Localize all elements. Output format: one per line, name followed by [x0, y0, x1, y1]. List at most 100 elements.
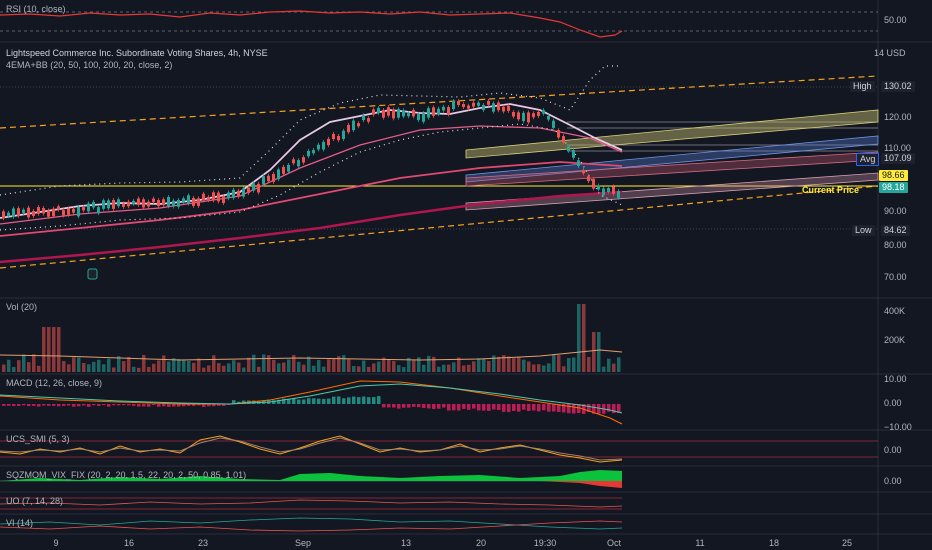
chart-title[interactable]: Lightspeed Commerce Inc. Subordinate Vot… — [6, 48, 268, 58]
candle — [357, 121, 360, 129]
volume-bar — [202, 367, 206, 372]
macd-bar — [252, 400, 256, 404]
candle — [157, 198, 160, 209]
volume-bar — [487, 360, 491, 372]
volume-bar — [432, 356, 436, 372]
macd-bar — [492, 404, 496, 410]
volume-bar — [152, 363, 156, 372]
macd-bar — [462, 404, 466, 409]
volume-bar — [132, 366, 136, 372]
ucs-smi-label[interactable]: UCS_SMI (5, 3) — [6, 434, 70, 444]
volume-bar — [172, 358, 176, 372]
candle — [97, 205, 100, 216]
volume-bar — [277, 363, 281, 372]
macd-bar — [107, 404, 111, 407]
volume-bar — [247, 357, 251, 372]
volume-label[interactable]: Vol (20) — [6, 302, 38, 312]
volume-bar — [417, 357, 421, 372]
volume-bar — [582, 304, 586, 372]
vi-label[interactable]: VI (14) — [6, 518, 34, 528]
currency-label[interactable]: 14 USD — [874, 48, 906, 58]
rsi-label[interactable]: RSI (10, close) — [6, 4, 66, 14]
volume-bar — [242, 367, 246, 372]
volume-bar — [342, 355, 346, 372]
macd-bar — [517, 404, 521, 412]
macd-bar — [312, 398, 316, 404]
candle — [287, 162, 290, 174]
candle — [607, 185, 610, 194]
macd-bar — [367, 397, 371, 404]
macd-bar — [272, 400, 276, 404]
ema-bb-label[interactable]: 4EMA+BB (20, 50, 100, 200, 20, close, 2) — [6, 60, 173, 70]
macd-label[interactable]: MACD (12, 26, close, 9) — [6, 378, 103, 388]
vi-pane — [0, 517, 623, 532]
volume-bar — [512, 358, 516, 372]
price-tick: 110.00 — [884, 143, 911, 153]
price-tick: 120.00 — [884, 112, 912, 122]
macd-bar — [337, 396, 341, 404]
candle — [272, 171, 275, 184]
volume-bar — [497, 356, 501, 372]
uo-label[interactable]: UO (7, 14, 28) — [6, 496, 64, 506]
sqzmom-label[interactable]: SQZMOM_VIX_FIX (20, 2, 20, 1.5, 22, 20, … — [6, 470, 247, 480]
macd-bar — [352, 396, 356, 404]
macd-bar — [392, 404, 396, 408]
volume-bar — [567, 358, 571, 372]
macd-bar — [402, 404, 406, 408]
ema-100 — [0, 161, 623, 237]
candle — [242, 186, 245, 199]
candle — [92, 199, 95, 210]
macd-bar — [547, 404, 551, 412]
macd-bar — [147, 404, 151, 407]
rsi-pane — [0, 10, 878, 38]
volume-bar — [22, 354, 26, 372]
volume-bar — [317, 360, 321, 372]
candle — [362, 113, 365, 123]
volume-bar — [422, 364, 426, 372]
candle — [387, 105, 390, 118]
macd-bar — [502, 404, 506, 412]
candle — [47, 208, 50, 219]
candle — [247, 185, 250, 196]
candle — [17, 206, 20, 218]
macd-bar — [277, 399, 281, 404]
volume-bar — [222, 365, 226, 372]
macd-bar — [607, 404, 611, 412]
candle — [87, 201, 90, 214]
candle — [417, 112, 420, 123]
volume-bar — [17, 360, 21, 372]
candle — [332, 131, 335, 142]
volume-bar — [47, 327, 51, 372]
avg-tag-label: Avg — [856, 153, 880, 166]
macd-bar — [122, 404, 126, 406]
volume-bar — [42, 327, 46, 372]
volume-bar — [467, 364, 471, 372]
macd-bar — [77, 404, 81, 407]
rsi-axis-value: 50.00 — [884, 15, 907, 25]
avg-tag-value: 107.09 — [881, 153, 915, 164]
volume-bar — [127, 356, 131, 372]
macd-bar — [182, 404, 186, 407]
macd-bar — [597, 404, 601, 414]
candle — [377, 105, 380, 116]
macd-bar — [87, 404, 91, 407]
candle — [572, 148, 575, 160]
candle — [212, 190, 215, 203]
candle — [112, 198, 115, 211]
macd-bar — [297, 399, 301, 404]
volume-bar — [307, 356, 311, 372]
ucs-smi-pane — [0, 435, 878, 463]
volume-bar — [402, 367, 406, 372]
candle — [37, 205, 40, 216]
rsi-line — [0, 10, 623, 38]
volume-bar — [282, 362, 286, 372]
candle — [22, 207, 25, 215]
bollinger-upper — [0, 65, 622, 196]
volume-bar — [472, 361, 476, 372]
candle — [142, 197, 145, 210]
time-tick: 18 — [768, 538, 780, 548]
volume-bar — [87, 364, 91, 372]
candle — [392, 107, 395, 121]
candle — [477, 100, 480, 108]
